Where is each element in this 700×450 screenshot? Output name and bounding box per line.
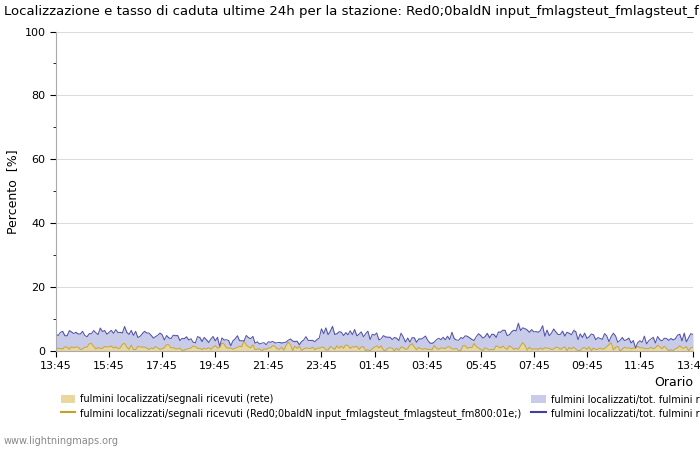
Legend: fulmini localizzati/segnali ricevuti (rete), fulmini localizzati/segnali ricevut: fulmini localizzati/segnali ricevuti (re… [61,394,700,419]
Text: www.lightningmaps.org: www.lightningmaps.org [4,436,118,446]
Text: Orario: Orario [654,376,693,389]
Y-axis label: Percento  [%]: Percento [%] [6,149,19,234]
Text: Localizzazione e tasso di caduta ultime 24h per la stazione: Red0;0baldN input_f: Localizzazione e tasso di caduta ultime … [4,4,700,18]
